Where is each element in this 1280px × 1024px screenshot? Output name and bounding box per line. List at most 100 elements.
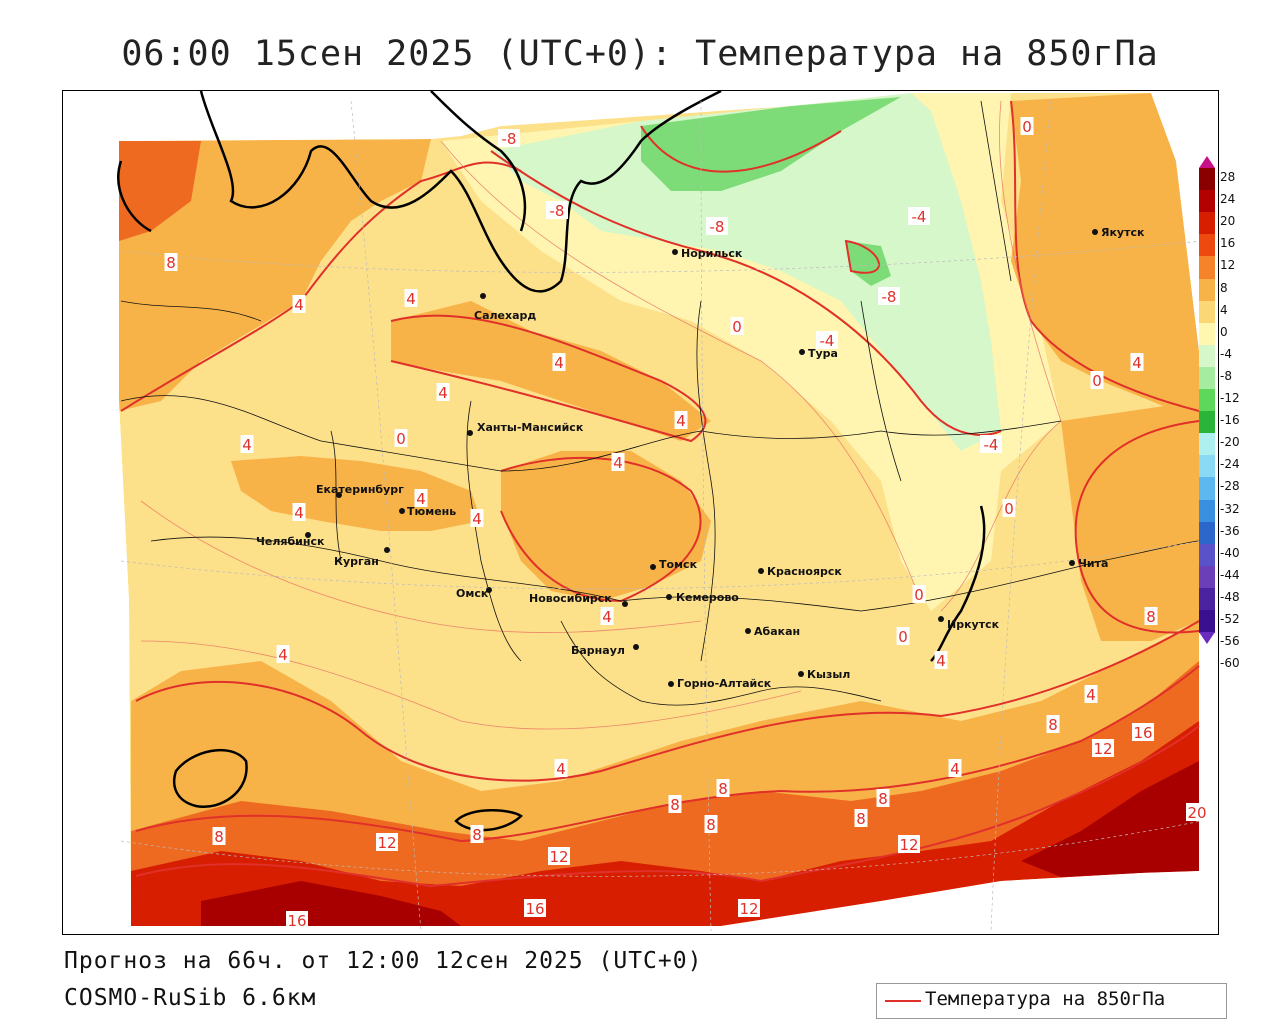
isotherm-label-bg <box>554 759 568 777</box>
colorbar-tick-label: 8 <box>1220 280 1228 295</box>
isotherm-label: 0 <box>914 586 924 604</box>
city-marker <box>668 681 674 687</box>
isotherm-label: 8 <box>1048 716 1058 734</box>
isotherm-label-bg <box>276 645 290 663</box>
isotherm-label-bg <box>292 503 306 521</box>
isotherm-label-bg <box>611 453 625 471</box>
isotherm-label-bg <box>546 201 568 219</box>
isotherm-lines <box>120 100 1200 888</box>
colorbar-tick-label: -52 <box>1220 612 1240 626</box>
colorbar-segment <box>1199 300 1215 324</box>
isotherm-label: 4 <box>278 646 288 664</box>
isotherm-label-bg <box>548 847 570 865</box>
colorbar-tick-label: 4 <box>1220 302 1228 317</box>
isotherm-label: 4 <box>556 760 566 778</box>
colorbar-tick-label: 0 <box>1220 324 1228 339</box>
isotherm-label: 4 <box>676 412 686 430</box>
isotherm-label: 8 <box>878 790 888 808</box>
colorbar-segment <box>1199 256 1215 279</box>
colorbar-tick-label: -32 <box>1220 501 1240 516</box>
isotherm-label: 4 <box>1132 354 1142 372</box>
city-label: Якутск <box>1101 226 1145 239</box>
isotherm-label: 12 <box>549 848 568 866</box>
city-marker <box>672 249 678 255</box>
isotherm-label-bg <box>1020 117 1034 135</box>
isotherm-label-bg <box>934 651 948 669</box>
colorbar-tick-label: -36 <box>1220 523 1240 538</box>
city-label: Норильск <box>681 247 743 260</box>
colorbar-tick-label: -20 <box>1220 435 1240 450</box>
city-label: Омск <box>456 587 489 600</box>
isotherm-label-bg <box>898 835 920 853</box>
forecast-info: Прогноз на 66ч. от 12:00 12сен 2025 (UTC… <box>64 948 703 974</box>
city-label: Новосибирск <box>529 592 612 605</box>
isotherm-label-bg <box>980 435 1002 453</box>
isotherm-label: 8 <box>472 826 482 844</box>
isotherm-label-bg <box>704 815 718 833</box>
isotherm-label: 8 <box>214 828 224 846</box>
colorbar-tick-label: -40 <box>1220 545 1240 560</box>
city-marker <box>480 293 486 299</box>
temperature-map: -8 -8 -8 -8 -4 -4 -4 0 0 0 0 0 0 0 4 4 4 4 4 4 4 4 4 4 4 4 4 4 4 4 4 8 8… <box>62 90 1219 935</box>
isotherm-label: 4 <box>294 296 304 314</box>
colorbar-tick-label: -28 <box>1220 479 1240 494</box>
isotherm-label: 8 <box>670 796 680 814</box>
model-name: COSMO-RuSib 6.6км <box>64 985 317 1011</box>
colorbar-segment <box>1199 234 1215 257</box>
colorbar-segment <box>1199 322 1215 346</box>
isotherm-label: 4 <box>950 760 960 778</box>
map-title: 06:00 15сен 2025 (UTC+0): Температура на… <box>121 34 1159 74</box>
colorbar-tick-label: -8 <box>1220 368 1232 383</box>
isotherm-label: 4 <box>242 436 252 454</box>
city-marker <box>745 628 751 634</box>
colorbar-tick-label: 28 <box>1220 170 1236 184</box>
city-marker <box>384 547 390 553</box>
city-marker <box>399 508 405 514</box>
isotherm-label: 12 <box>1093 740 1112 758</box>
isotherm-label-bg <box>286 911 308 929</box>
isotherm-label: -4 <box>984 436 999 454</box>
colorbar-segment <box>1199 278 1215 302</box>
isotherm-label-bg <box>908 207 930 225</box>
isotherm-label-bg <box>470 825 484 843</box>
admin-borders <box>120 100 1200 706</box>
city-marker <box>1069 560 1075 566</box>
legend-label: Температура на 850гПа <box>925 988 1166 1010</box>
isotherm-label-bg <box>240 435 254 453</box>
colorbar-segment <box>1199 543 1215 567</box>
isotherm-label-bg <box>1132 723 1154 741</box>
isotherm-label: -8 <box>882 288 897 306</box>
isotherm-label-bg <box>436 383 450 401</box>
isotherm-label: 12 <box>739 900 758 918</box>
colorbar-arrow-top <box>1199 156 1215 168</box>
colorbar-tick-label: 12 <box>1220 258 1236 273</box>
isotherm-label: 8 <box>166 254 176 272</box>
city-marker <box>799 349 805 355</box>
isotherm-label: 4 <box>613 454 623 472</box>
isotherm-label: 4 <box>406 290 416 308</box>
city-label: Челябинск <box>256 535 325 548</box>
city-marker <box>650 564 656 570</box>
colorbar-tick-label: -44 <box>1220 567 1240 582</box>
city-label: Горно-Алтайск <box>677 677 772 690</box>
colorbar-tick-label: 24 <box>1220 192 1236 207</box>
isotherm-label-bg <box>716 779 730 797</box>
colorbar-tick-label: 16 <box>1220 236 1236 251</box>
city-label: Кызыл <box>807 668 850 681</box>
isotherm-label-bg <box>878 287 900 305</box>
city-label: Кемерово <box>676 591 739 604</box>
isotherm-label: 8 <box>718 780 728 798</box>
colorbar-tick-label: -16 <box>1220 413 1240 428</box>
isotherm-label: 8 <box>706 816 716 834</box>
colorbar-segment <box>1199 610 1215 633</box>
city-marker <box>305 532 311 538</box>
city-label: Салехард <box>474 309 536 322</box>
isotherm-label-bg <box>212 827 226 845</box>
isotherm-label: 12 <box>899 836 918 854</box>
isotherm-label: 4 <box>936 652 946 670</box>
isotherm-label: 8 <box>1146 608 1156 626</box>
isotherm-label: 20 <box>1187 804 1206 822</box>
city-label: Тура <box>808 347 838 360</box>
colorbar-tick-label: 20 <box>1220 214 1236 229</box>
